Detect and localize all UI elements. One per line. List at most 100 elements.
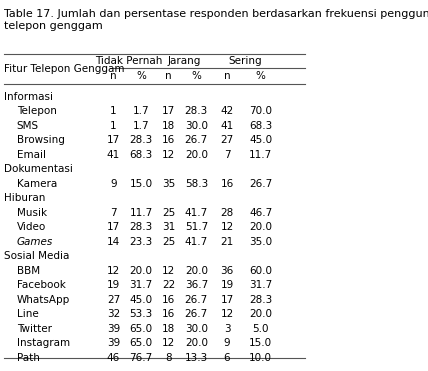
Text: 39: 39 <box>107 338 120 348</box>
Text: 20.0: 20.0 <box>185 338 208 348</box>
Text: 45.0: 45.0 <box>130 295 153 305</box>
Text: 11.7: 11.7 <box>129 207 153 217</box>
Text: 17: 17 <box>107 135 120 145</box>
Text: 15.0: 15.0 <box>130 178 153 188</box>
Text: BBM: BBM <box>17 266 40 276</box>
Text: 7: 7 <box>224 150 230 160</box>
Text: 20.0: 20.0 <box>249 222 272 232</box>
Text: 12: 12 <box>220 309 234 319</box>
Text: Line: Line <box>17 309 39 319</box>
Text: n: n <box>110 71 117 81</box>
Text: 7: 7 <box>110 207 117 217</box>
Text: 26.7: 26.7 <box>185 309 208 319</box>
Text: Browsing: Browsing <box>17 135 65 145</box>
Text: 45.0: 45.0 <box>249 135 272 145</box>
Text: 8: 8 <box>165 352 172 362</box>
Text: 32: 32 <box>107 309 120 319</box>
Text: n: n <box>165 71 172 81</box>
Text: Tidak Pernah: Tidak Pernah <box>95 56 163 66</box>
Text: 12: 12 <box>162 150 175 160</box>
Text: 28.3: 28.3 <box>129 135 153 145</box>
Text: Instagram: Instagram <box>17 338 70 348</box>
Text: 12: 12 <box>162 338 175 348</box>
Text: 60.0: 60.0 <box>249 266 272 276</box>
Text: 65.0: 65.0 <box>130 324 153 334</box>
Text: Games: Games <box>17 237 53 247</box>
Text: 20.0: 20.0 <box>185 266 208 276</box>
Text: 12: 12 <box>162 266 175 276</box>
Text: 30.0: 30.0 <box>185 121 208 131</box>
Text: 16: 16 <box>220 178 234 188</box>
Text: 11.7: 11.7 <box>249 150 272 160</box>
Text: %: % <box>136 71 146 81</box>
Text: 35.0: 35.0 <box>249 237 272 247</box>
Text: 46.7: 46.7 <box>249 207 272 217</box>
Text: Hiburan: Hiburan <box>4 193 46 203</box>
Text: 51.7: 51.7 <box>185 222 208 232</box>
Text: 31: 31 <box>162 222 175 232</box>
Text: 41.7: 41.7 <box>185 237 208 247</box>
Text: 23.3: 23.3 <box>129 237 153 247</box>
Text: 3: 3 <box>224 324 230 334</box>
Text: 28.3: 28.3 <box>185 106 208 116</box>
Text: 16: 16 <box>162 135 175 145</box>
Text: 26.7: 26.7 <box>185 295 208 305</box>
Text: %: % <box>191 71 201 81</box>
Text: Sering: Sering <box>229 56 262 66</box>
Text: SMS: SMS <box>17 121 39 131</box>
Text: 68.3: 68.3 <box>249 121 272 131</box>
Text: %: % <box>256 71 266 81</box>
Text: 30.0: 30.0 <box>185 324 208 334</box>
Text: 28.3: 28.3 <box>249 295 272 305</box>
Text: 19: 19 <box>107 280 120 290</box>
Text: 31.7: 31.7 <box>129 280 153 290</box>
Text: 39: 39 <box>107 324 120 334</box>
Text: 10.0: 10.0 <box>249 352 272 362</box>
Text: 70.0: 70.0 <box>249 106 272 116</box>
Text: 21: 21 <box>220 237 234 247</box>
Text: 1.7: 1.7 <box>133 106 149 116</box>
Text: 1: 1 <box>110 121 117 131</box>
Text: Kamera: Kamera <box>17 178 57 188</box>
Text: Musik: Musik <box>17 207 47 217</box>
Text: 12: 12 <box>220 222 234 232</box>
Text: 25: 25 <box>162 237 175 247</box>
Text: Path: Path <box>17 352 40 362</box>
Text: 20.0: 20.0 <box>249 309 272 319</box>
Text: 17: 17 <box>107 222 120 232</box>
Text: Jarang: Jarang <box>167 56 201 66</box>
Text: Fitur Telepon Genggam: Fitur Telepon Genggam <box>4 64 125 74</box>
Text: 25: 25 <box>162 207 175 217</box>
Text: 17: 17 <box>162 106 175 116</box>
Text: 18: 18 <box>162 324 175 334</box>
Text: Sosial Media: Sosial Media <box>4 251 70 261</box>
Text: 68.3: 68.3 <box>129 150 153 160</box>
Text: 46: 46 <box>107 352 120 362</box>
Text: 26.7: 26.7 <box>249 178 272 188</box>
Text: 15.0: 15.0 <box>249 338 272 348</box>
Text: 9: 9 <box>110 178 117 188</box>
Text: 27: 27 <box>220 135 234 145</box>
Text: 19: 19 <box>220 280 234 290</box>
Text: 17: 17 <box>220 295 234 305</box>
Text: 22: 22 <box>162 280 175 290</box>
Text: 41: 41 <box>220 121 234 131</box>
Text: 35: 35 <box>162 178 175 188</box>
Text: Informasi: Informasi <box>4 92 54 102</box>
Text: 20.0: 20.0 <box>185 150 208 160</box>
Text: 18: 18 <box>162 121 175 131</box>
Text: 41: 41 <box>107 150 120 160</box>
Text: 13.3: 13.3 <box>185 352 208 362</box>
Text: 6: 6 <box>224 352 230 362</box>
Text: 65.0: 65.0 <box>130 338 153 348</box>
Text: 16: 16 <box>162 309 175 319</box>
Text: Table 17. Jumlah dan persentase responden berdasarkan frekuensi penggunaan
telep: Table 17. Jumlah dan persentase responde… <box>4 10 428 31</box>
Text: 26.7: 26.7 <box>185 135 208 145</box>
Text: 28: 28 <box>220 207 234 217</box>
Text: 41.7: 41.7 <box>185 207 208 217</box>
Text: Dokumentasi: Dokumentasi <box>4 164 73 174</box>
Text: 31.7: 31.7 <box>249 280 272 290</box>
Text: 9: 9 <box>224 338 230 348</box>
Text: Video: Video <box>17 222 46 232</box>
Text: 16: 16 <box>162 295 175 305</box>
